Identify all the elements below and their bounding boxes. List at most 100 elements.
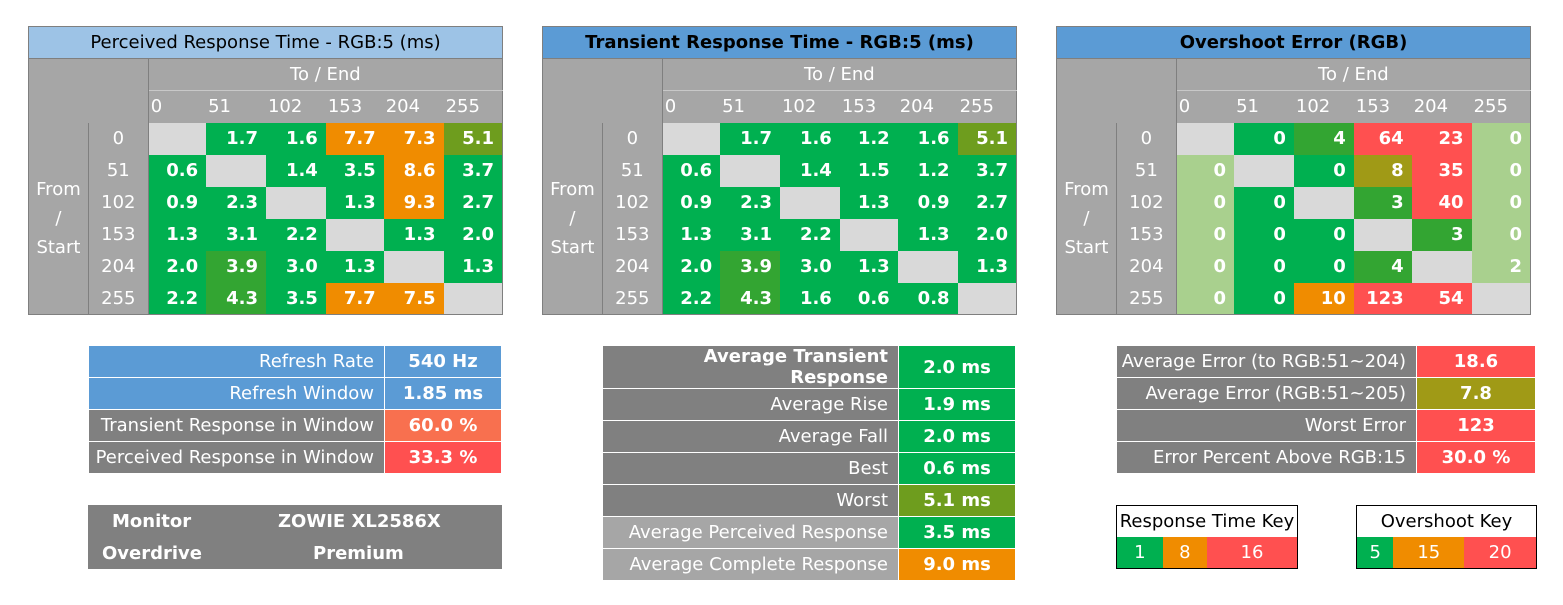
column-header: 255 (957, 90, 1017, 123)
row-header: 153 (1116, 218, 1177, 251)
heatmap-cell (1293, 186, 1354, 219)
average-value: 2.0 ms (898, 345, 1016, 389)
heatmap-cell (206, 154, 266, 187)
heatmap-cell: 0.9 (148, 186, 207, 219)
heatmap-cell: 4.3 (720, 282, 780, 315)
heatmap-cell (779, 186, 840, 219)
refresh-info-table: Refresh Rate 540 Hz Refresh Window 1.85 ms T… (88, 345, 502, 474)
heatmap-cell: 1.6 (897, 122, 958, 155)
key-title: Response Time Key (1119, 510, 1295, 532)
heatmap-cell: 3.1 (206, 218, 266, 251)
from-start-label: From / Start (1056, 122, 1117, 315)
average-label: Best (602, 452, 899, 485)
average-value: 0.6 ms (898, 452, 1016, 485)
response-time-key: Response Time Key 1 8 16 (1116, 505, 1298, 569)
column-header: 102 (1293, 90, 1354, 123)
heatmap-cell: 1.3 (839, 250, 898, 283)
heatmap-cell: 0 (1234, 122, 1294, 155)
matrix-title: Perceived Response Time - RGB:5 (ms) (28, 26, 503, 59)
heatmap-cell: 1.7 (206, 122, 266, 155)
heatmap-cell: 8 (1353, 154, 1412, 187)
refresh-info-label: Perceived Response in Window (88, 441, 385, 474)
heatmap-cell: 1.3 (325, 186, 384, 219)
heatmap-cell: 0 (1293, 250, 1354, 283)
corner-cell (1056, 58, 1177, 123)
heatmap-cell: 0 (1234, 282, 1294, 315)
overshoot-key: Overshoot Key 5 15 20 (1356, 505, 1537, 569)
heatmap-cell: 0 (1471, 122, 1531, 155)
column-header: 102 (779, 90, 840, 123)
heatmap-cell: 0 (1234, 218, 1294, 251)
heatmap-cell: 3.0 (265, 250, 326, 283)
heatmap-cell: 5.1 (957, 122, 1017, 155)
heatmap-cell: 1.3 (662, 218, 721, 251)
key-cell: 15 (1393, 536, 1465, 569)
heatmap-cell: 3.7 (957, 154, 1017, 187)
heatmap-cell: 1.3 (325, 250, 384, 283)
heatmap-cell: 4 (1293, 122, 1354, 155)
column-header: 153 (839, 90, 898, 123)
refresh-info-value: 60.0 % (384, 409, 502, 442)
error-value: 30.0 % (1416, 441, 1536, 474)
corner-cell (28, 58, 149, 123)
row-header: 255 (602, 282, 663, 315)
heatmap-cell: 0.8 (897, 282, 958, 315)
heatmap-cell: 1.3 (839, 186, 898, 219)
heatmap-cell: 2.0 (443, 218, 503, 251)
heatmap-cell: 0.6 (662, 154, 721, 187)
heatmap-cell: 54 (1411, 282, 1472, 315)
error-label: Average Error (RGB:51~205) (1116, 377, 1417, 410)
heatmap-cell: 3.5 (265, 282, 326, 315)
heatmap-cell: 1.3 (957, 250, 1017, 283)
heatmap-cell (1471, 282, 1531, 315)
heatmap-cell: 2.0 (662, 250, 721, 283)
row-header: 255 (1116, 282, 1177, 315)
from-start-part: From (550, 178, 595, 200)
from-start-part: Start (36, 236, 81, 258)
heatmap-cell: 0.6 (839, 282, 898, 315)
heatmap-cell (148, 122, 207, 155)
from-start-part: / (569, 207, 576, 229)
heatmap-cell (383, 250, 444, 283)
row-header: 51 (602, 154, 663, 187)
average-label: Average Complete Response (602, 548, 899, 581)
heatmap-cell: 0 (1234, 250, 1294, 283)
to-end-label: To / End (1176, 58, 1531, 91)
row-header: 102 (88, 186, 149, 219)
perceived-response-matrix: Perceived Response Time - RGB:5 (ms) To /… (28, 26, 503, 315)
heatmap-cell: 8.6 (383, 154, 444, 187)
heatmap-cell: 0.9 (662, 186, 721, 219)
row-header: 204 (1116, 250, 1177, 283)
heatmap-cell: 2.3 (206, 186, 266, 219)
heatmap-cell: 7.3 (383, 122, 444, 155)
key-title: Overshoot Key (1380, 510, 1513, 532)
row-header: 102 (602, 186, 663, 219)
heatmap-cell (1411, 250, 1472, 283)
heatmap-cell: 9.3 (383, 186, 444, 219)
heatmap-cell: 3.5 (325, 154, 384, 187)
heatmap-cell: 1.5 (839, 154, 898, 187)
heatmap-cell: 7.5 (383, 282, 444, 315)
row-header: 153 (602, 218, 663, 251)
average-value: 2.0 ms (898, 420, 1016, 453)
heatmap-cell: 2.0 (148, 250, 207, 283)
to-end-label: To / End (662, 58, 1017, 91)
average-value: 5.1 ms (898, 484, 1016, 517)
error-value: 18.6 (1416, 345, 1536, 378)
average-label: Average Rise (602, 388, 899, 421)
heatmap-cell (265, 186, 326, 219)
row-header: 0 (88, 122, 149, 155)
heatmap-cell: 1.3 (148, 218, 207, 251)
column-header: 204 (897, 90, 958, 123)
monitor-label: Monitor (112, 511, 192, 532)
key-cell: 16 (1206, 536, 1298, 569)
refresh-info-value: 33.3 % (384, 441, 502, 474)
heatmap-cell (443, 282, 503, 315)
row-header: 102 (1116, 186, 1177, 219)
monitor-info-box: Monitor ZOWIE XL2586X Overdrive Premium (88, 505, 502, 569)
from-start-part: / (1083, 207, 1090, 229)
matrix-title: Overshoot Error (RGB) (1056, 26, 1531, 59)
refresh-info-label: Transient Response in Window (88, 409, 385, 442)
row-header: 204 (88, 250, 149, 283)
heatmap-cell: 0 (1293, 154, 1354, 187)
